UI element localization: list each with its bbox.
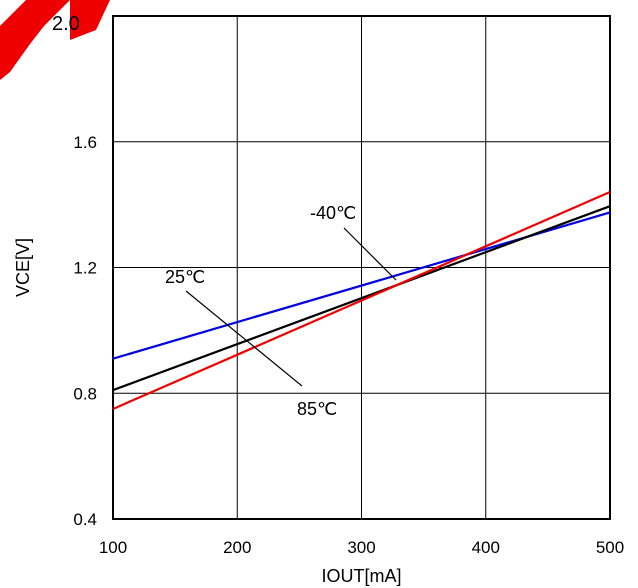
y-axis-title: VCE[V] [13,238,33,297]
annotations: -40℃ 25℃ 85℃ [165,203,397,419]
grid [113,16,610,519]
y-tick-label: 0.8 [73,384,97,403]
annotation-label-25: 25℃ [165,267,205,287]
x-tick-label: 300 [347,538,375,557]
annotation-label-m40: -40℃ [310,203,356,223]
annotation-leader-25 [185,290,303,387]
y-tick-label: 1.6 [73,133,97,152]
series-line-1 [112,205,611,392]
x-tick-label: 200 [223,538,251,557]
watermark: 2.0 [0,0,110,80]
y-tick-label: 0.4 [73,510,97,529]
annotation-label-85: 85℃ [297,399,337,419]
annotation-leader-m40 [343,227,397,281]
y-tick-label: 1.2 [73,259,97,278]
x-tick-label: 400 [472,538,500,557]
x-tick-label: 500 [596,538,624,557]
x-tick-labels: 100 200 300 400 500 [99,538,624,557]
plot-frame [112,15,611,520]
series-layer [112,191,611,410]
y-tick-labels: 0.4 0.8 1.2 1.6 [73,133,97,529]
series-line-2 [112,191,611,410]
x-tick-label: 100 [99,538,127,557]
y-tick-label: 2.0 [52,13,80,35]
x-axis-title: IOUT[mA] [322,566,402,586]
